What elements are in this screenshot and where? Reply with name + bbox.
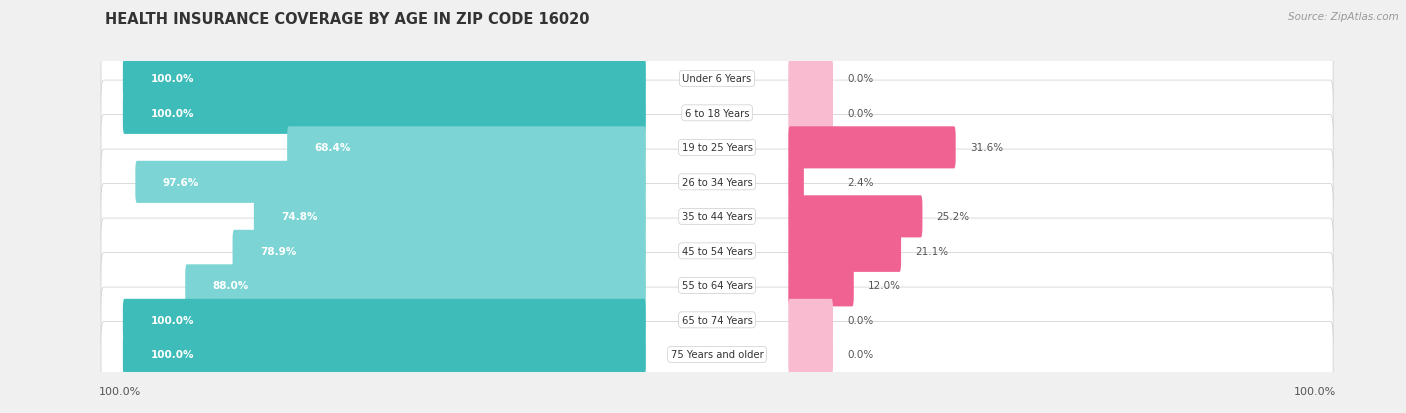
Text: 65 to 74 Years: 65 to 74 Years: [682, 315, 752, 325]
FancyBboxPatch shape: [789, 299, 832, 341]
FancyBboxPatch shape: [789, 230, 901, 272]
Text: 0.0%: 0.0%: [846, 349, 873, 359]
FancyBboxPatch shape: [101, 184, 1333, 249]
FancyBboxPatch shape: [186, 265, 645, 306]
FancyBboxPatch shape: [122, 334, 645, 375]
FancyBboxPatch shape: [101, 81, 1333, 146]
Text: 100.0%: 100.0%: [1294, 387, 1336, 396]
Text: 88.0%: 88.0%: [212, 281, 249, 291]
FancyBboxPatch shape: [789, 334, 832, 375]
Text: 78.9%: 78.9%: [260, 246, 297, 256]
FancyBboxPatch shape: [101, 47, 1333, 112]
FancyBboxPatch shape: [789, 265, 853, 306]
Text: 26 to 34 Years: 26 to 34 Years: [682, 178, 752, 188]
Text: 21.1%: 21.1%: [915, 246, 948, 256]
Text: 45 to 54 Years: 45 to 54 Years: [682, 246, 752, 256]
Text: 0.0%: 0.0%: [846, 74, 873, 84]
Text: 100.0%: 100.0%: [150, 349, 194, 359]
Text: 12.0%: 12.0%: [868, 281, 901, 291]
FancyBboxPatch shape: [101, 322, 1333, 387]
Text: 68.4%: 68.4%: [315, 143, 352, 153]
FancyBboxPatch shape: [232, 230, 645, 272]
Text: HEALTH INSURANCE COVERAGE BY AGE IN ZIP CODE 16020: HEALTH INSURANCE COVERAGE BY AGE IN ZIP …: [105, 12, 591, 27]
FancyBboxPatch shape: [101, 287, 1333, 353]
Text: 100.0%: 100.0%: [150, 315, 194, 325]
FancyBboxPatch shape: [789, 196, 922, 238]
Text: Under 6 Years: Under 6 Years: [682, 74, 752, 84]
FancyBboxPatch shape: [789, 161, 804, 204]
Text: 31.6%: 31.6%: [970, 143, 1002, 153]
Text: 0.0%: 0.0%: [846, 109, 873, 119]
Text: 2.4%: 2.4%: [846, 178, 873, 188]
FancyBboxPatch shape: [789, 93, 832, 135]
FancyBboxPatch shape: [122, 58, 645, 100]
Text: 100.0%: 100.0%: [150, 109, 194, 119]
FancyBboxPatch shape: [122, 299, 645, 341]
FancyBboxPatch shape: [287, 127, 645, 169]
FancyBboxPatch shape: [101, 253, 1333, 318]
Text: 97.6%: 97.6%: [163, 178, 200, 188]
Text: Source: ZipAtlas.com: Source: ZipAtlas.com: [1288, 12, 1399, 22]
FancyBboxPatch shape: [254, 196, 645, 238]
Text: 0.0%: 0.0%: [846, 315, 873, 325]
FancyBboxPatch shape: [135, 161, 645, 204]
FancyBboxPatch shape: [101, 115, 1333, 181]
Text: 74.8%: 74.8%: [281, 212, 318, 222]
Text: 6 to 18 Years: 6 to 18 Years: [685, 109, 749, 119]
Text: 25.2%: 25.2%: [936, 212, 970, 222]
Text: 19 to 25 Years: 19 to 25 Years: [682, 143, 752, 153]
FancyBboxPatch shape: [789, 58, 832, 100]
FancyBboxPatch shape: [101, 218, 1333, 284]
FancyBboxPatch shape: [101, 150, 1333, 215]
FancyBboxPatch shape: [122, 93, 645, 135]
Text: 100.0%: 100.0%: [150, 74, 194, 84]
FancyBboxPatch shape: [789, 127, 956, 169]
Text: 100.0%: 100.0%: [98, 387, 141, 396]
Text: 35 to 44 Years: 35 to 44 Years: [682, 212, 752, 222]
Text: 75 Years and older: 75 Years and older: [671, 349, 763, 359]
Text: 55 to 64 Years: 55 to 64 Years: [682, 281, 752, 291]
